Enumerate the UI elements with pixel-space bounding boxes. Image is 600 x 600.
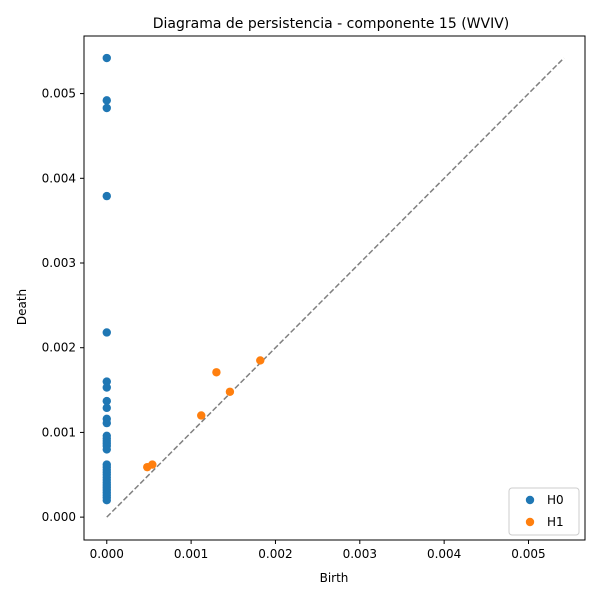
x-tick-label-0: 0.000 [90, 547, 124, 561]
legend-label-h0: H0 [547, 493, 564, 507]
point-h0-6 [102, 383, 111, 392]
chart-title: Diagrama de persistencia - componente 15… [153, 16, 510, 32]
point-h1-3 [197, 411, 206, 420]
axes-frame [83, 35, 586, 541]
y-tick-label-1: 0.001 [42, 425, 76, 439]
legend-marker-h1 [525, 517, 535, 527]
y-tick-label-4: 0.004 [42, 171, 76, 185]
y-tick-label-5: 0.005 [42, 87, 76, 101]
legend: H0 H1 [508, 487, 580, 536]
point-h0-16 [102, 445, 111, 454]
point-h0-5 [102, 377, 111, 386]
legend-box [508, 487, 580, 536]
point-h1-0 [256, 356, 265, 365]
x-tick-label-1: 0.001 [174, 547, 208, 561]
point-h0-0 [102, 53, 111, 63]
point-h0-8 [102, 403, 111, 413]
x-tick-label-5: 0.005 [511, 547, 545, 561]
x-tick-label-3: 0.003 [343, 547, 377, 561]
y-axis-label: Death [15, 289, 29, 325]
y-tick-label-3: 0.003 [42, 256, 76, 270]
diagonal-reference-line [106, 57, 565, 518]
point-h0-3 [102, 191, 111, 201]
point-h1-1 [212, 368, 221, 377]
x-tick-label-4: 0.004 [427, 547, 461, 561]
point-h0-4 [102, 328, 111, 337]
point-h0-1 [102, 96, 111, 105]
legend-label-h1: H1 [547, 515, 564, 529]
point-h0-7 [102, 396, 111, 406]
x-axis-label: Birth [320, 571, 349, 585]
point-h0-10 [102, 418, 111, 428]
legend-marker-h0 [525, 495, 535, 505]
plot-area: 0.000 0.001 0.002 0.003 0.004 0.005 0.000 0.001… [42, 35, 586, 561]
point-h1-5 [143, 462, 152, 472]
point-h0-2 [102, 103, 111, 113]
x-tick-label-2: 0.002 [258, 547, 292, 561]
point-h0-31 [102, 495, 111, 505]
y-tick-label-2: 0.002 [42, 341, 76, 355]
point-h1-2 [225, 387, 235, 396]
y-tick-label-0: 0.000 [42, 510, 76, 524]
